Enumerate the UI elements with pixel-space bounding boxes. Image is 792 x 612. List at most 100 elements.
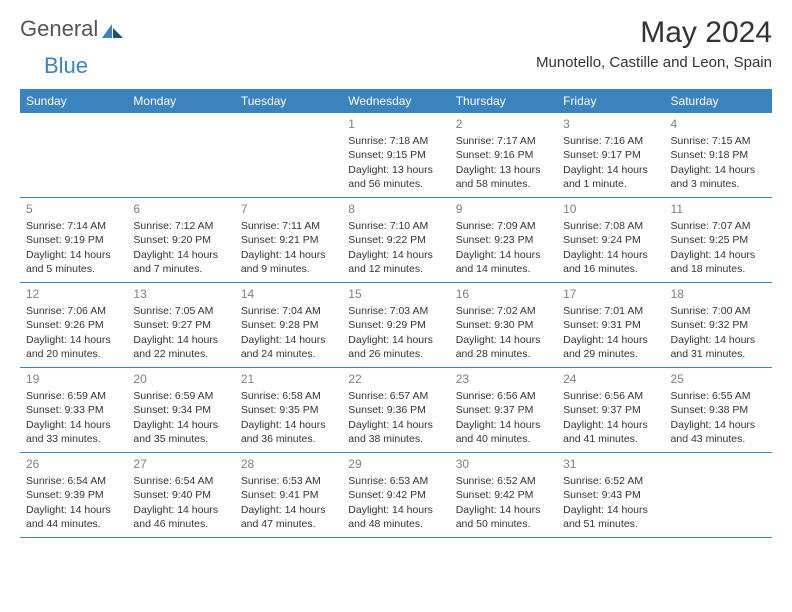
daylight-text: and 41 minutes. bbox=[563, 432, 658, 446]
day-number: 21 bbox=[241, 371, 336, 387]
day-cell: 15Sunrise: 7:03 AMSunset: 9:29 PMDayligh… bbox=[342, 283, 449, 367]
sunset-text: Sunset: 9:33 PM bbox=[26, 403, 121, 417]
daylight-text: Daylight: 14 hours bbox=[26, 503, 121, 517]
day-cell: 22Sunrise: 6:57 AMSunset: 9:36 PMDayligh… bbox=[342, 368, 449, 452]
daylight-text: Daylight: 14 hours bbox=[241, 333, 336, 347]
month-title: May 2024 bbox=[536, 16, 772, 50]
location-label: Munotello, Castille and Leon, Spain bbox=[536, 54, 772, 71]
title-block: May 2024 Munotello, Castille and Leon, S… bbox=[536, 16, 772, 71]
day-cell: 11Sunrise: 7:07 AMSunset: 9:25 PMDayligh… bbox=[665, 198, 772, 282]
day-number: 1 bbox=[348, 116, 443, 132]
sunrise-text: Sunrise: 6:54 AM bbox=[26, 474, 121, 488]
sunset-text: Sunset: 9:34 PM bbox=[133, 403, 228, 417]
daylight-text: and 20 minutes. bbox=[26, 347, 121, 361]
sunrise-text: Sunrise: 7:01 AM bbox=[563, 304, 658, 318]
sunset-text: Sunset: 9:31 PM bbox=[563, 318, 658, 332]
weekday-cell: Monday bbox=[127, 89, 234, 113]
daylight-text: and 56 minutes. bbox=[348, 177, 443, 191]
sunset-text: Sunset: 9:23 PM bbox=[456, 233, 551, 247]
sunrise-text: Sunrise: 6:52 AM bbox=[563, 474, 658, 488]
day-number: 29 bbox=[348, 456, 443, 472]
daylight-text: and 50 minutes. bbox=[456, 517, 551, 531]
daylight-text: and 14 minutes. bbox=[456, 262, 551, 276]
day-number: 20 bbox=[133, 371, 228, 387]
day-cell: 25Sunrise: 6:55 AMSunset: 9:38 PMDayligh… bbox=[665, 368, 772, 452]
day-number: 19 bbox=[26, 371, 121, 387]
daylight-text: Daylight: 14 hours bbox=[348, 503, 443, 517]
sunset-text: Sunset: 9:43 PM bbox=[563, 488, 658, 502]
brand-text-2: Blue bbox=[44, 53, 88, 78]
day-number: 15 bbox=[348, 286, 443, 302]
sunrise-text: Sunrise: 7:14 AM bbox=[26, 219, 121, 233]
day-number: 14 bbox=[241, 286, 336, 302]
sunrise-text: Sunrise: 7:07 AM bbox=[671, 219, 766, 233]
sunrise-text: Sunrise: 7:00 AM bbox=[671, 304, 766, 318]
daylight-text: Daylight: 14 hours bbox=[456, 503, 551, 517]
sunset-text: Sunset: 9:20 PM bbox=[133, 233, 228, 247]
brand-text-1: General bbox=[20, 16, 98, 42]
day-cell: 7Sunrise: 7:11 AMSunset: 9:21 PMDaylight… bbox=[235, 198, 342, 282]
daylight-text: Daylight: 14 hours bbox=[456, 333, 551, 347]
sunrise-text: Sunrise: 7:16 AM bbox=[563, 134, 658, 148]
day-number: 24 bbox=[563, 371, 658, 387]
day-cell: 8Sunrise: 7:10 AMSunset: 9:22 PMDaylight… bbox=[342, 198, 449, 282]
sunset-text: Sunset: 9:22 PM bbox=[348, 233, 443, 247]
day-cell: 23Sunrise: 6:56 AMSunset: 9:37 PMDayligh… bbox=[450, 368, 557, 452]
sunset-text: Sunset: 9:19 PM bbox=[26, 233, 121, 247]
sunrise-text: Sunrise: 7:04 AM bbox=[241, 304, 336, 318]
sunrise-text: Sunrise: 7:03 AM bbox=[348, 304, 443, 318]
daylight-text: Daylight: 14 hours bbox=[133, 333, 228, 347]
page: General May 2024 Munotello, Castille and… bbox=[0, 0, 792, 554]
daylight-text: Daylight: 14 hours bbox=[26, 248, 121, 262]
day-cell: 14Sunrise: 7:04 AMSunset: 9:28 PMDayligh… bbox=[235, 283, 342, 367]
day-cell: 6Sunrise: 7:12 AMSunset: 9:20 PMDaylight… bbox=[127, 198, 234, 282]
empty-cell bbox=[665, 453, 772, 537]
day-cell: 13Sunrise: 7:05 AMSunset: 9:27 PMDayligh… bbox=[127, 283, 234, 367]
daylight-text: and 5 minutes. bbox=[26, 262, 121, 276]
day-number: 10 bbox=[563, 201, 658, 217]
sunrise-text: Sunrise: 6:53 AM bbox=[348, 474, 443, 488]
sunrise-text: Sunrise: 6:55 AM bbox=[671, 389, 766, 403]
daylight-text: and 58 minutes. bbox=[456, 177, 551, 191]
day-number: 23 bbox=[456, 371, 551, 387]
day-cell: 29Sunrise: 6:53 AMSunset: 9:42 PMDayligh… bbox=[342, 453, 449, 537]
daylight-text: and 33 minutes. bbox=[26, 432, 121, 446]
daylight-text: and 48 minutes. bbox=[348, 517, 443, 531]
day-cell: 28Sunrise: 6:53 AMSunset: 9:41 PMDayligh… bbox=[235, 453, 342, 537]
sunrise-text: Sunrise: 7:18 AM bbox=[348, 134, 443, 148]
daylight-text: Daylight: 14 hours bbox=[563, 248, 658, 262]
daylight-text: Daylight: 14 hours bbox=[671, 248, 766, 262]
sunset-text: Sunset: 9:30 PM bbox=[456, 318, 551, 332]
weekday-cell: Friday bbox=[557, 89, 664, 113]
sunset-text: Sunset: 9:38 PM bbox=[671, 403, 766, 417]
day-cell: 30Sunrise: 6:52 AMSunset: 9:42 PMDayligh… bbox=[450, 453, 557, 537]
daylight-text: Daylight: 14 hours bbox=[456, 248, 551, 262]
sunset-text: Sunset: 9:15 PM bbox=[348, 148, 443, 162]
sunset-text: Sunset: 9:32 PM bbox=[671, 318, 766, 332]
day-number: 31 bbox=[563, 456, 658, 472]
week-row: 5Sunrise: 7:14 AMSunset: 9:19 PMDaylight… bbox=[20, 198, 772, 283]
day-cell: 2Sunrise: 7:17 AMSunset: 9:16 PMDaylight… bbox=[450, 113, 557, 197]
weekday-cell: Tuesday bbox=[235, 89, 342, 113]
day-cell: 16Sunrise: 7:02 AMSunset: 9:30 PMDayligh… bbox=[450, 283, 557, 367]
daylight-text: Daylight: 14 hours bbox=[348, 248, 443, 262]
calendar: SundayMondayTuesdayWednesdayThursdayFrid… bbox=[20, 89, 772, 538]
day-number: 27 bbox=[133, 456, 228, 472]
sunset-text: Sunset: 9:35 PM bbox=[241, 403, 336, 417]
day-number: 11 bbox=[671, 201, 766, 217]
sunset-text: Sunset: 9:37 PM bbox=[456, 403, 551, 417]
day-number: 3 bbox=[563, 116, 658, 132]
day-number: 26 bbox=[26, 456, 121, 472]
sunrise-text: Sunrise: 7:12 AM bbox=[133, 219, 228, 233]
empty-cell bbox=[235, 113, 342, 197]
day-number: 4 bbox=[671, 116, 766, 132]
sunrise-text: Sunrise: 6:52 AM bbox=[456, 474, 551, 488]
daylight-text: and 7 minutes. bbox=[133, 262, 228, 276]
day-cell: 12Sunrise: 7:06 AMSunset: 9:26 PMDayligh… bbox=[20, 283, 127, 367]
sunrise-text: Sunrise: 6:53 AM bbox=[241, 474, 336, 488]
daylight-text: and 29 minutes. bbox=[563, 347, 658, 361]
weekday-cell: Thursday bbox=[450, 89, 557, 113]
sunset-text: Sunset: 9:41 PM bbox=[241, 488, 336, 502]
day-cell: 17Sunrise: 7:01 AMSunset: 9:31 PMDayligh… bbox=[557, 283, 664, 367]
daylight-text: Daylight: 14 hours bbox=[456, 418, 551, 432]
